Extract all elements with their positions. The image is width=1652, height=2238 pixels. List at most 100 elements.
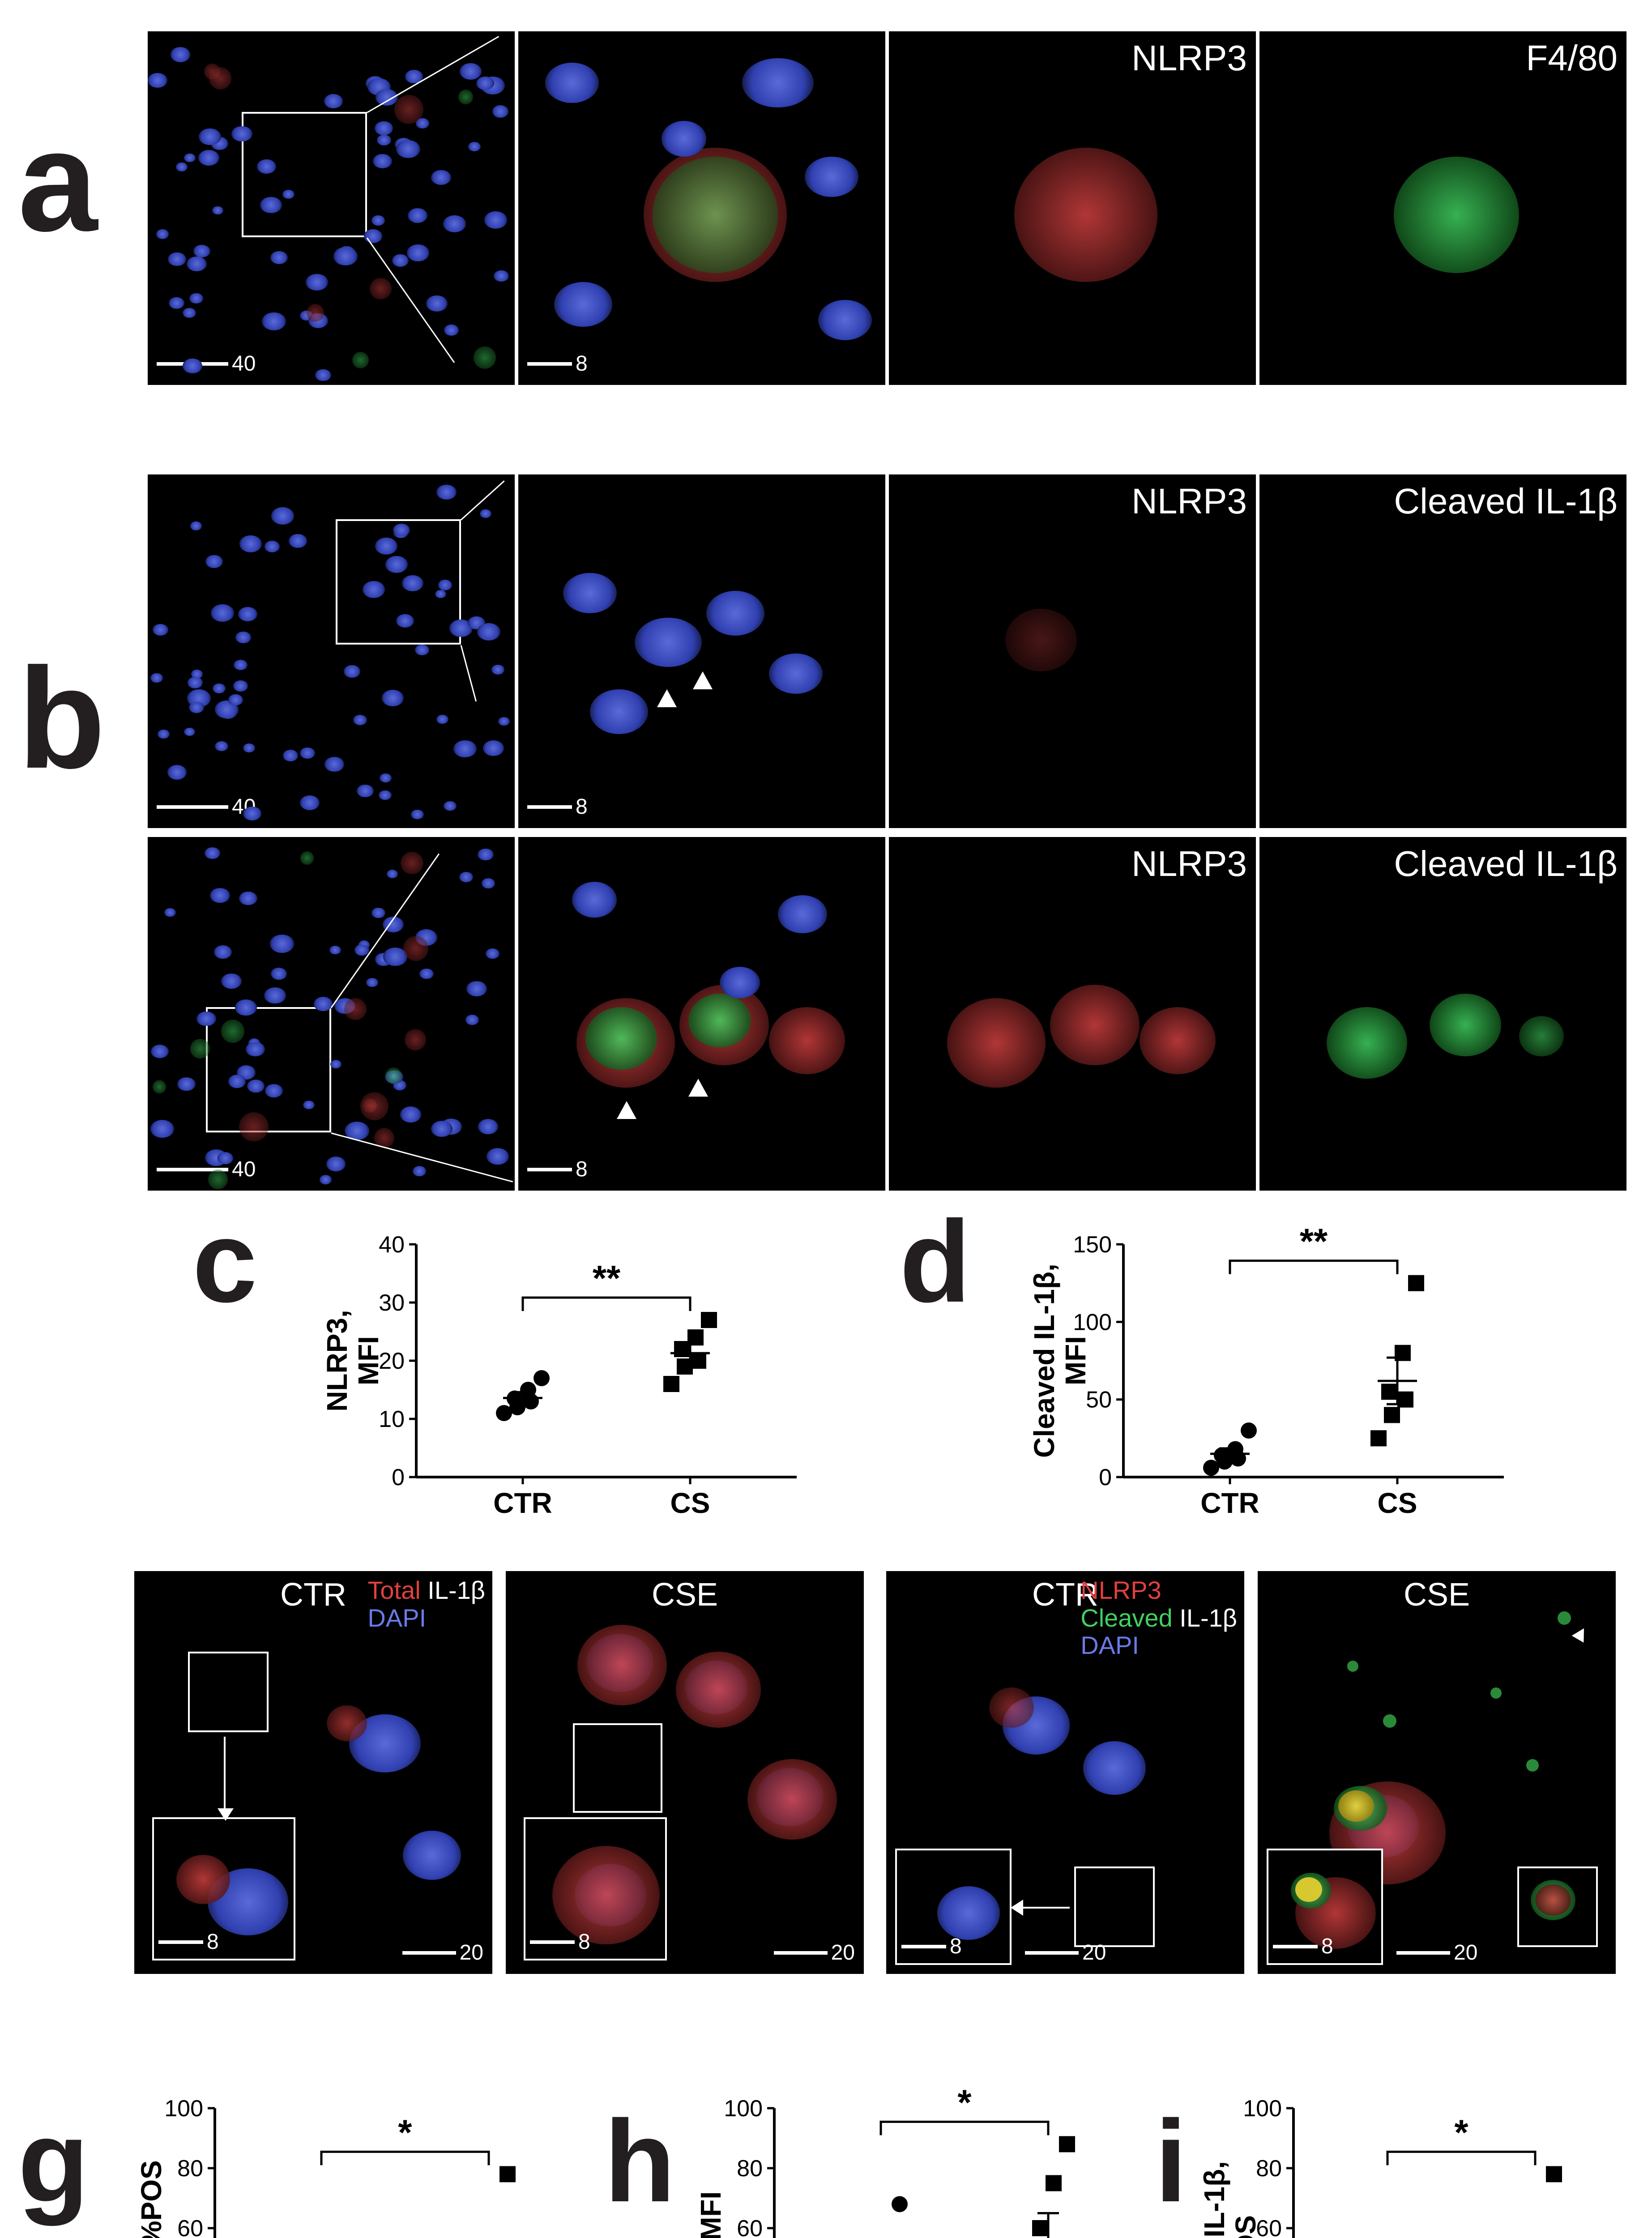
arrowhead-icon [688,1079,708,1097]
panel-a-zoom-merge: 8 [518,31,885,385]
roi-box [188,1652,269,1732]
scale-bar-8: 8 [158,1930,219,1954]
inset-zoom: 8 [524,1817,667,1960]
svg-text:*: * [957,2082,972,2122]
arrowhead-down-icon [218,1808,234,1821]
svg-text:MFI: MFI [352,1336,384,1385]
panel-f-ctr: CTR NLRP3 Cleaved IL-1β DAPI 8 20 [886,1571,1244,1974]
svg-text:IL-1β, MFI: IL-1β, MFI [695,2191,727,2238]
figure-root: a b c d e f g h i 40 8 NLRP3 F4/80 [0,0,1652,2238]
scale-bar-8: 8 [901,1934,962,1959]
panel-e-cse: CSE 8 20 [506,1571,864,1974]
svg-text:**: ** [1300,1222,1328,1261]
svg-text:CTR: CTR [1200,1487,1259,1519]
channel-label-nlrp3: NLRP3 [1131,38,1247,79]
svg-text:100: 100 [1243,2096,1282,2122]
scale-value: 8 [576,351,588,376]
svg-text:40: 40 [379,1232,405,1258]
ef-legend-e: Total IL-1β DAPI [367,1576,485,1632]
scale-bar-20: 20 [402,1940,483,1965]
svg-text:CTR: CTR [493,1487,552,1519]
svg-text:10: 10 [379,1406,405,1432]
panel-f-row: CTR NLRP3 Cleaved IL-1β DAPI 8 20 CSE [886,1571,1616,1974]
chart-d: 050100150Cleaved IL-1β,MFICTRCS** [1047,1217,1517,1531]
panel-b-cs-nlrp3: NLRP3 [889,837,1256,1191]
panel-label-a: a [18,98,98,263]
svg-text:NLRP3, %POS: NLRP3, %POS [135,2160,167,2238]
chart-h: 020406080100IL-1β, MFICTRCSE* [698,2081,1168,2238]
panel-b-ctr-row: CTR 40 8 NLRP3 Cleaved IL-1β [148,474,1626,828]
panel-a-f480: F4/80 [1259,31,1626,385]
chart-i: 020406080100Cleaved IL-1β,%POSCTRCSE* [1217,2081,1643,2238]
svg-text:80: 80 [1256,2156,1282,2182]
svg-text:*: * [1454,2112,1468,2152]
scale-value: 40 [232,1157,256,1182]
panel-b-ctr-nlrp3: NLRP3 [889,474,1256,828]
panel-b-cs-zoom: 8 [518,837,885,1191]
svg-text:0: 0 [392,1465,405,1491]
panel-b-ctr-overview: CTR 40 [148,474,515,828]
panel-b-cs-row: CS 40 8 NLRP3 Cleaved IL-1β [148,837,1626,1191]
legend-red: NLRP3 [1080,1576,1161,1604]
panel-a-overview: 40 [148,31,515,385]
svg-text:60: 60 [737,2216,763,2238]
channel-label-nlrp3: NLRP3 [1131,481,1247,522]
panel-label-h: h [604,2095,675,2229]
scale-value: 8 [576,794,588,819]
svg-text:Cleaved IL-1β,: Cleaved IL-1β, [1028,1264,1060,1458]
scale-bar-40: 40 [157,794,256,819]
legend-target: IL-1β [1179,1604,1237,1632]
svg-text:**: ** [593,1258,621,1298]
panel-a-nlrp3: NLRP3 [889,31,1256,385]
inset-zoom: 8 [1267,1849,1383,1965]
svg-text:80: 80 [177,2156,203,2182]
scale-bar-8: 8 [527,351,588,376]
channel-label-nlrp3: NLRP3 [1131,843,1247,884]
legend-blue: DAPI [367,1604,426,1632]
panel-b-cs-il1b: Cleaved IL-1β [1259,837,1626,1191]
scale-bar-8: 8 [527,794,588,819]
arrowhead-icon [693,671,713,689]
panel-label-b: b [18,636,105,800]
svg-text:150: 150 [1073,1232,1112,1258]
scale-bar-8: 8 [527,1157,588,1182]
chart-g: 020406080100NLRP3, %POSCTRCSE* [139,2081,609,2238]
scale-value: 40 [232,351,256,376]
svg-text:100: 100 [1073,1309,1112,1335]
svg-text:50: 50 [1086,1387,1112,1413]
ef-title-cse: CSE [652,1576,718,1613]
svg-text:CS: CS [1378,1487,1417,1519]
ef-title-ctr: CTR [280,1576,346,1613]
arrowhead-left-icon [1011,1900,1023,1916]
panel-a-row: 40 8 NLRP3 F4/80 [148,31,1626,385]
inset-zoom: 8 [152,1817,295,1960]
svg-text:100: 100 [164,2096,203,2122]
scale-bar-20: 20 [774,1940,855,1965]
scale-bar-40: 40 [157,351,256,376]
scale-bar-8: 8 [1273,1934,1333,1959]
svg-text:30: 30 [379,1290,405,1316]
legend-green: Cleaved [1080,1604,1172,1632]
panel-b-ctr-zoom: 8 [518,474,885,828]
inset-arrow-icon [224,1737,226,1813]
panel-label-g: g [18,2095,89,2229]
panel-b-cs-overview: CS 40 [148,837,515,1191]
panel-e-row: CTR Total IL-1β DAPI 8 20 CSE [134,1571,864,1974]
panel-f-cse: CSE 8 20 [1258,1571,1616,1974]
channel-label-f480: F4/80 [1526,38,1618,79]
arrowhead-icon [657,689,677,707]
legend-red: Total [367,1576,420,1604]
legend-target: IL-1β [427,1576,485,1604]
arrowhead-icon [617,1101,636,1119]
panel-b-ctr-il1b: Cleaved IL-1β [1259,474,1626,828]
legend-blue: DAPI [1080,1631,1139,1659]
roi-box [242,112,367,237]
panel-label-c: c [192,1195,257,1329]
inset-arrow-icon [1016,1907,1070,1909]
ef-legend-f: NLRP3 Cleaved IL-1β DAPI [1080,1576,1237,1659]
svg-text:60: 60 [177,2216,203,2238]
inset-zoom: 8 [895,1849,1012,1965]
ef-title-cse: CSE [1404,1576,1470,1613]
roi-box [1074,1866,1155,1947]
roi-box [573,1723,662,1813]
